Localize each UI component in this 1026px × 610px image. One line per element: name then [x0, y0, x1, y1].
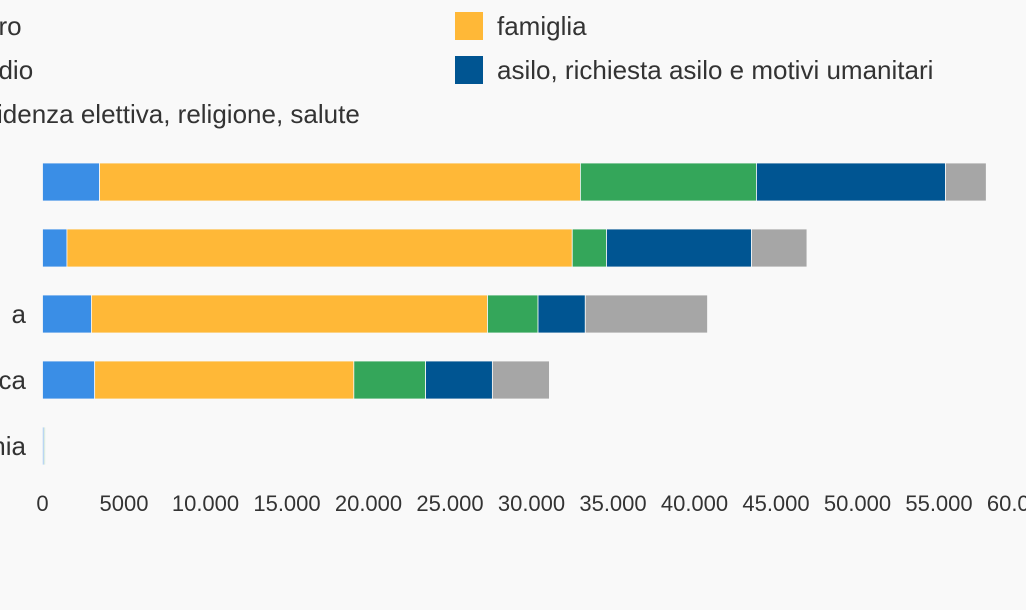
- bar-segment: [42, 294, 92, 334]
- bar-segment: [945, 162, 987, 202]
- x-tick-label: 20.000: [335, 491, 402, 516]
- category-label: ca: [0, 365, 27, 395]
- legend-swatch: [455, 12, 483, 40]
- x-tick-label: 45.000: [742, 491, 809, 516]
- x-tick-label: 5000: [100, 491, 149, 516]
- bar-segment: [491, 360, 550, 400]
- bar-segment: [580, 162, 757, 202]
- legend-label: oro: [0, 11, 22, 41]
- bar-segment: [537, 294, 586, 334]
- x-tick-label: 0: [36, 491, 48, 516]
- legend-label: famiglia: [497, 11, 587, 41]
- x-tick-label: 15.000: [253, 491, 320, 516]
- x-tick-label: 60.000: [987, 491, 1026, 516]
- bar-segment: [756, 162, 946, 202]
- x-tick-label: 55.000: [905, 491, 972, 516]
- x-tick-label: 35.000: [579, 491, 646, 516]
- bar-segment: [606, 228, 752, 268]
- legend-label: udio: [0, 55, 33, 85]
- bar-segment: [425, 360, 493, 400]
- bar-segment: [66, 228, 573, 268]
- bar-segment: [42, 228, 68, 268]
- bar-segment: [99, 162, 581, 202]
- bar-segment: [584, 294, 708, 334]
- x-tick-label: 50.000: [824, 491, 891, 516]
- x-tick-label: 40.000: [661, 491, 728, 516]
- bar-segment: [94, 360, 355, 400]
- bar-segment: [42, 360, 96, 400]
- legend-label: sidenza elettiva, religione, salute: [0, 99, 360, 129]
- x-tick-label: 30.000: [498, 491, 565, 516]
- bar-segment: [353, 360, 426, 400]
- category-label: nia: [0, 431, 27, 461]
- bar-segment: [91, 294, 488, 334]
- x-tick-label: 25.000: [416, 491, 483, 516]
- legend-label: asilo, richiesta asilo e motivi umanitar…: [497, 55, 933, 85]
- x-tick-label: 10.000: [172, 491, 239, 516]
- bar-segment: [42, 162, 100, 202]
- bar-segment: [751, 228, 808, 268]
- category-label: a: [12, 299, 27, 329]
- legend-swatch: [455, 56, 483, 84]
- bar-segment: [571, 228, 607, 268]
- bar-segment: [44, 426, 46, 466]
- bar-segment: [487, 294, 539, 334]
